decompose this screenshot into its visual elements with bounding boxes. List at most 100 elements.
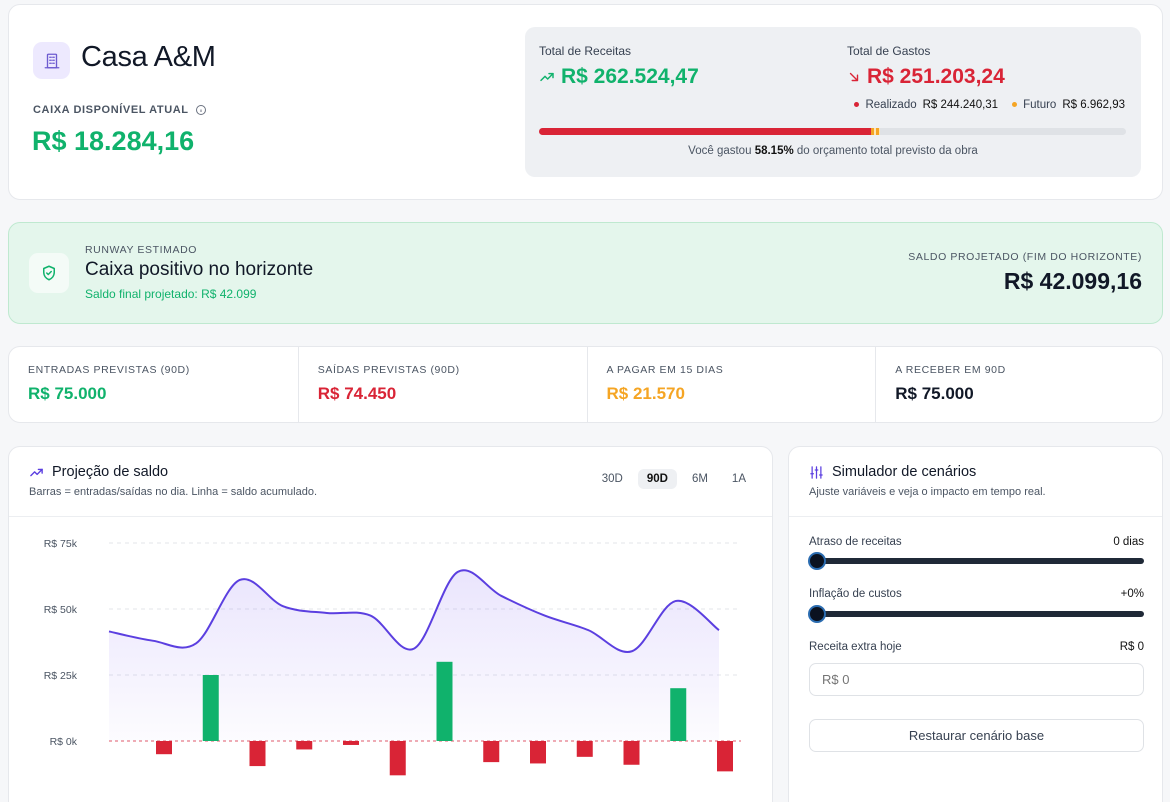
chart-bar bbox=[623, 741, 640, 765]
kpi-entradas: ENTRADAS PREVISTAS (90D) R$ 75.000 bbox=[9, 347, 298, 422]
futuro-dot bbox=[1012, 102, 1018, 108]
runway-card: RUNWAY ESTIMADO Caixa positivo no horizo… bbox=[8, 222, 1163, 324]
range-tabs: 30D 90D 6M 1A bbox=[593, 469, 755, 489]
y-tick-label: R$ 50k bbox=[44, 604, 78, 616]
cash-label-text: CAIXA DISPONÍVEL ATUAL bbox=[33, 104, 189, 116]
inflation-slider-handle[interactable] bbox=[808, 605, 826, 623]
chart-bar bbox=[436, 661, 453, 741]
futuro-legend: Futuro R$ 6.962,93 bbox=[1012, 99, 1125, 111]
budget-future-fill bbox=[870, 128, 881, 135]
simulator-title: Simulador de cenários bbox=[809, 464, 976, 480]
chart-bar bbox=[343, 741, 359, 745]
reset-scenario-button[interactable]: Restaurar cenário base bbox=[809, 719, 1144, 752]
kpi-card: ENTRADAS PREVISTAS (90D) R$ 75.000 SAÍDA… bbox=[8, 346, 1163, 423]
runway-label: RUNWAY ESTIMADO bbox=[85, 244, 198, 256]
trend-up-icon bbox=[540, 72, 554, 82]
extra-revenue-input[interactable] bbox=[809, 663, 1144, 696]
simulator-title-text: Simulador de cenários bbox=[832, 464, 977, 480]
futuro-label: Futuro bbox=[1023, 99, 1057, 111]
delay-row: Atraso de receitas 0 dias bbox=[809, 536, 1144, 548]
sliders-icon bbox=[810, 465, 823, 479]
balance-chart: R$ 75k R$ 50k R$ 25k R$ 0k bbox=[44, 538, 741, 776]
building-icon bbox=[33, 42, 70, 79]
runway-subtitle: Saldo final projetado: R$ 42.099 bbox=[85, 287, 257, 301]
realizado-legend: Realizado R$ 244.240,31 bbox=[854, 99, 998, 111]
chart-bar bbox=[249, 741, 266, 767]
budget-note: Você gastou 58.15% do orçamento total pr… bbox=[525, 145, 1141, 157]
simulator-divider bbox=[789, 516, 1162, 517]
chart-bar bbox=[717, 741, 733, 772]
balance-area bbox=[109, 570, 719, 741]
inflation-value: +0% bbox=[1120, 588, 1144, 600]
projected-balance-value: R$ 42.099,16 bbox=[1003, 268, 1142, 294]
realizado-value: R$ 244.240,31 bbox=[922, 99, 999, 111]
futuro-value: R$ 6.962,93 bbox=[1062, 99, 1125, 111]
info-icon[interactable] bbox=[195, 104, 207, 116]
kpi-label: A RECEBER EM 90D bbox=[895, 364, 1006, 376]
shield-check-icon bbox=[29, 253, 69, 293]
realizado-label: Realizado bbox=[865, 99, 917, 111]
runway-title: Caixa positivo no horizonte bbox=[85, 259, 314, 280]
gastos-breakdown: Realizado R$ 244.240,31 Futuro R$ 6.962,93 bbox=[854, 99, 1125, 111]
chart-bar bbox=[156, 741, 172, 755]
chart-bar bbox=[670, 688, 687, 741]
gastos-value-text: R$ 251.203,24 bbox=[867, 65, 1005, 88]
kpi-label: A PAGAR EM 15 DIAS bbox=[606, 364, 724, 376]
delay-value: 0 dias bbox=[1113, 536, 1144, 548]
kpi-value: R$ 75.000 bbox=[895, 384, 974, 403]
receitas-label: Total de Receitas bbox=[539, 44, 632, 58]
kpi-value: R$ 75.000 bbox=[28, 384, 107, 403]
chart-bar bbox=[389, 741, 406, 776]
y-tick-label: R$ 75k bbox=[44, 538, 78, 550]
simulator-card: Simulador de cenários Ajuste variáveis e… bbox=[788, 446, 1163, 802]
tab-1a[interactable]: 1A bbox=[731, 473, 746, 485]
page-title: Casa A&M bbox=[81, 41, 216, 73]
finance-summary: Total de Receitas R$ 262.524,47 Total de… bbox=[525, 27, 1141, 177]
cash-value: R$ 18.284,16 bbox=[32, 126, 195, 156]
chart-bar bbox=[530, 741, 546, 764]
extra-revenue-label: Receita extra hoje bbox=[809, 641, 902, 653]
tab-30d[interactable]: 30D bbox=[601, 473, 623, 485]
kpi-saidas: SAÍDAS PREVISTAS (90D) R$ 74.450 bbox=[297, 347, 587, 422]
chart-bar bbox=[202, 675, 219, 741]
projected-balance-label: SALDO PROJETADO (FIM DO HORIZONTE) bbox=[908, 251, 1142, 263]
receitas-value-text: R$ 262.524,47 bbox=[561, 65, 699, 88]
inflation-row: Inflação de custos +0% bbox=[809, 588, 1144, 600]
balance-line bbox=[108, 569, 720, 653]
arrow-down-right-icon bbox=[849, 72, 859, 82]
realizado-dot bbox=[854, 102, 860, 108]
tab-6m[interactable]: 6M bbox=[691, 473, 708, 485]
header-card: Casa A&M CAIXA DISPONÍVEL ATUAL R$ 18.28… bbox=[8, 4, 1163, 200]
chart-bar bbox=[576, 741, 593, 757]
delay-slider[interactable] bbox=[808, 552, 1144, 570]
kpi-value: R$ 74.450 bbox=[317, 384, 397, 403]
chart-bar bbox=[483, 741, 500, 763]
chart-bar bbox=[296, 741, 313, 750]
chart-title-text: Projeção de saldo bbox=[52, 464, 169, 480]
chart-divider bbox=[9, 516, 772, 517]
budget-note-pct: 58.15% bbox=[754, 145, 794, 157]
trend-up-icon bbox=[30, 468, 43, 476]
gastos-label: Total de Gastos bbox=[847, 44, 931, 58]
kpi-label: SAÍDAS PREVISTAS (90D) bbox=[317, 364, 460, 376]
kpi-label: ENTRADAS PREVISTAS (90D) bbox=[28, 364, 190, 376]
cash-label: CAIXA DISPONÍVEL ATUAL bbox=[33, 104, 207, 116]
chart-card: Projeção de saldo Barras = entradas/saíd… bbox=[8, 446, 773, 802]
budget-progress-bar bbox=[539, 128, 1126, 135]
delay-label: Atraso de receitas bbox=[809, 536, 902, 548]
kpi-value: R$ 21.570 bbox=[606, 384, 685, 403]
chart-title: Projeção de saldo bbox=[29, 464, 168, 480]
budget-realized-fill bbox=[539, 128, 871, 135]
budget-note-prefix: Você gastou bbox=[688, 145, 752, 157]
budget-note-suffix: do orçamento total previsto da obra bbox=[796, 145, 978, 157]
kpi-a-receber: A RECEBER EM 90D R$ 75.000 bbox=[875, 347, 1164, 422]
y-tick-label: R$ 0k bbox=[50, 736, 78, 748]
simulator-subtitle: Ajuste variáveis e veja o impacto em tem… bbox=[809, 486, 1046, 498]
kpi-a-pagar: A PAGAR EM 15 DIAS R$ 21.570 bbox=[586, 347, 876, 422]
inflation-slider[interactable] bbox=[808, 605, 1144, 623]
delay-slider-handle[interactable] bbox=[808, 552, 826, 570]
chart-subtitle: Barras = entradas/saídas no dia. Linha =… bbox=[29, 486, 318, 498]
tab-90d[interactable]: 90D bbox=[637, 469, 677, 489]
y-tick-label: R$ 25k bbox=[44, 670, 78, 682]
gastos-value: R$ 251.203,24 bbox=[847, 65, 1005, 89]
